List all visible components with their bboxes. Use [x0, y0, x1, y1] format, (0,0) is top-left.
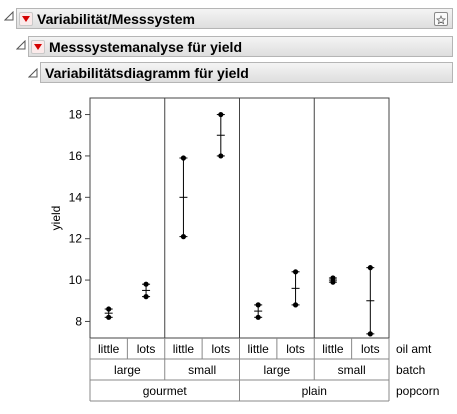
pin-icon[interactable]: [434, 12, 448, 26]
batch-level-name: batch: [396, 363, 425, 377]
sub-header-variability: Variabilitätsdiagramm für yield: [40, 62, 453, 83]
y-tick-label: 12: [69, 232, 83, 246]
outline-row-sub1: [16, 40, 26, 50]
data-point: [367, 331, 373, 337]
y-tick-label: 10: [69, 273, 83, 287]
outline-row-main: [4, 11, 14, 21]
y-tick-label: 18: [69, 108, 83, 122]
data-point: [218, 153, 224, 159]
popcorn-label: plain: [302, 384, 327, 398]
data-point: [292, 302, 299, 308]
oil-amt-label: little: [173, 342, 195, 356]
oil-amt-label: little: [322, 342, 344, 356]
data-point: [255, 314, 261, 320]
oil-amt-label: little: [248, 342, 270, 356]
batch-label: large: [114, 363, 141, 377]
outline-row-sub2: [28, 68, 38, 78]
data-point: [218, 111, 224, 118]
batch-label: small: [338, 363, 366, 377]
oil-amt-label: lots: [211, 342, 230, 356]
data-point: [330, 279, 336, 285]
popcorn-level-name: popcorn: [396, 384, 439, 398]
y-tick-label: 16: [69, 149, 83, 163]
data-point: [106, 314, 112, 320]
data-point: [292, 269, 299, 275]
data-point: [180, 234, 187, 240]
red-triangle-menu-icon[interactable]: [31, 39, 45, 54]
red-triangle-menu-icon[interactable]: [19, 11, 33, 26]
disclosure-triangle-icon[interactable]: [16, 40, 26, 50]
data-point: [143, 281, 149, 287]
disclosure-triangle-icon[interactable]: [4, 11, 14, 21]
data-point: [367, 265, 373, 271]
data-point: [180, 155, 187, 161]
data-point: [106, 306, 112, 312]
oil-amt-label: lots: [137, 342, 156, 356]
batch-label: small: [188, 363, 216, 377]
sub-title-variability: Variabilitätsdiagramm für yield: [45, 64, 249, 81]
popcorn-label: gourmet: [143, 384, 188, 398]
report-header: Variabilität/Messsystem: [16, 8, 453, 29]
oil-amt-label: lots: [286, 342, 305, 356]
sub-header-msa: Messsystemanalyse für yield: [28, 36, 453, 57]
data-point: [143, 294, 149, 300]
oil-amt-label: lots: [361, 342, 380, 356]
data-point: [255, 302, 261, 308]
batch-label: large: [264, 363, 291, 377]
oil-amt-label: little: [98, 342, 120, 356]
disclosure-triangle-icon[interactable]: [28, 68, 38, 78]
oil-amt-level-name: oil amt: [396, 342, 432, 356]
report-title: Variabilität/Messsystem: [37, 10, 195, 27]
y-tick-label: 14: [69, 190, 83, 204]
data-point: [330, 275, 336, 281]
y-tick-label: 8: [75, 314, 82, 328]
sub-title-msa: Messsystemanalyse für yield: [49, 38, 242, 55]
y-axis-label: yield: [49, 206, 63, 231]
